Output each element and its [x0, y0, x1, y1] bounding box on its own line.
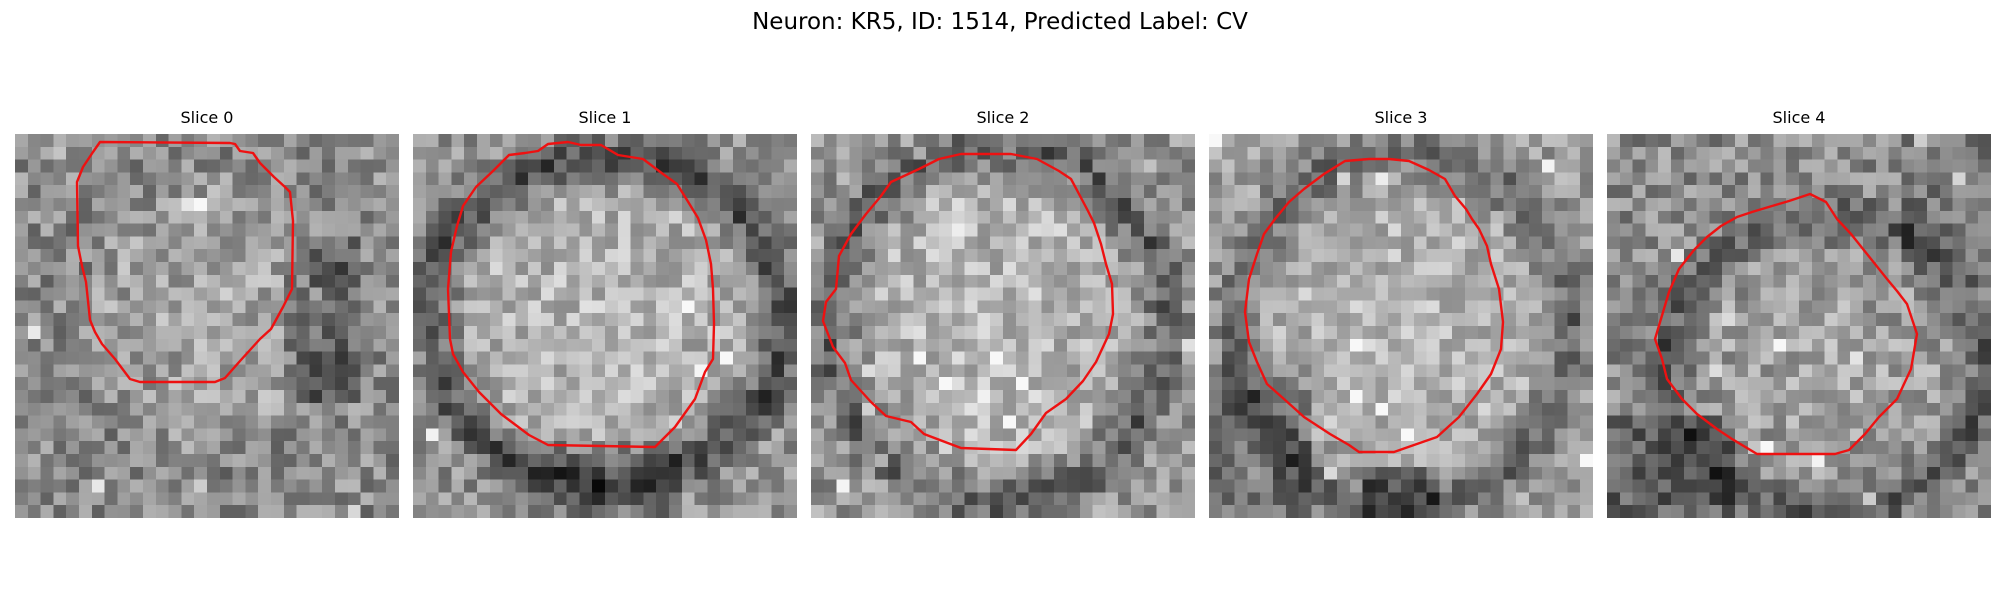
figure-title: Neuron: KR5, ID: 1514, Predicted Label: … [0, 8, 2000, 36]
slice-image-frame-0 [15, 134, 399, 518]
slice-panel-0: Slice 0 [15, 108, 399, 518]
slice-outline-4 [1655, 194, 1917, 454]
slice-outline-1 [448, 142, 714, 447]
slice-image-frame-3 [1209, 134, 1593, 518]
slice-image-frame-4 [1607, 134, 1991, 518]
slice-title-3: Slice 3 [1209, 108, 1593, 128]
slice-image-frame-1 [413, 134, 797, 518]
slice-outline-3 [1245, 159, 1503, 452]
slice-outline-svg-4 [1607, 134, 1991, 518]
slice-title-2: Slice 2 [811, 108, 1195, 128]
slice-panel-4: Slice 4 [1607, 108, 1991, 518]
slice-panel-1: Slice 1 [413, 108, 797, 518]
slice-title-1: Slice 1 [413, 108, 797, 128]
slice-outline-svg-0 [15, 134, 399, 518]
slice-title-4: Slice 4 [1607, 108, 1991, 128]
slice-panel-2: Slice 2 [811, 108, 1195, 518]
slice-image-frame-2 [811, 134, 1195, 518]
slice-panel-3: Slice 3 [1209, 108, 1593, 518]
slice-outline-svg-2 [811, 134, 1195, 518]
slice-title-0: Slice 0 [15, 108, 399, 128]
slice-outline-2 [823, 154, 1113, 450]
slice-outline-svg-1 [413, 134, 797, 518]
slice-outline-svg-3 [1209, 134, 1593, 518]
slice-outline-0 [77, 142, 293, 382]
